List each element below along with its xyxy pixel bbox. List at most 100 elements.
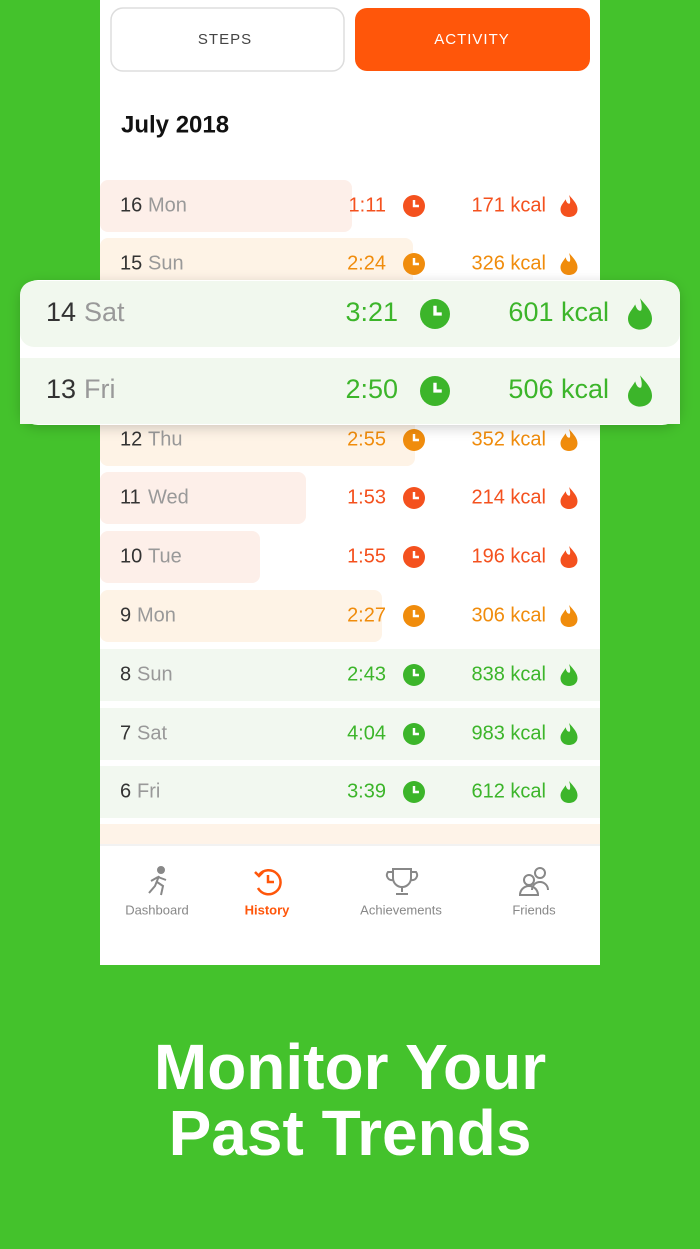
row-bar [100,531,260,583]
weekday: Fri [137,780,160,802]
calories: 612 kcal [472,780,547,802]
calories: 214 kcal [472,486,547,508]
day-number: 16 [120,194,142,216]
row-bar [100,414,415,466]
calories: 326 kcal [472,252,547,274]
weekday: Tue [148,545,182,567]
weekday: Sat [84,297,125,327]
clock-hand [412,550,419,559]
clock-hand [433,305,442,316]
duration: 1:11 [349,194,386,216]
calories: 196 kcal [472,545,547,567]
steps-tab[interactable] [110,7,345,72]
duration: 3:21 [345,297,398,327]
calories: 506 kcal [508,374,609,404]
duration: 1:55 [347,545,386,567]
highlight-card: 14 Sat 3:21 601 kcal 13 Fri 2:50 506 kcal [20,280,680,425]
duration: 2:27 [347,604,386,626]
clock-hand [412,668,419,677]
nav-label[interactable]: History [245,902,291,917]
day-number: 8 [120,663,131,685]
flame-icon [628,298,652,330]
calories: 983 kcal [472,722,547,744]
highlight-row [20,358,680,424]
weekday: Fri [84,374,115,404]
clock-hand [412,433,419,442]
tab-label[interactable]: STEPS [198,31,252,48]
clock-hand [412,199,419,208]
flame-icon [628,375,652,407]
flame-icon [560,545,578,569]
history-icon [254,869,282,896]
calories: 306 kcal [472,604,547,626]
dashboard-icon [148,866,167,896]
duration: 2:55 [347,428,386,450]
row-bar [100,472,306,524]
day-number: 6 [120,780,131,802]
flame-icon [560,428,578,452]
weekday: Sun [148,252,184,274]
calories: 601 kcal [508,297,609,327]
clock-hand [412,257,419,266]
clock-hand [412,727,419,736]
nav-label[interactable]: Dashboard [125,902,189,917]
duration: 2:50 [345,374,398,404]
clock-hand [412,491,419,500]
flame-icon [560,194,578,218]
tagline: Past Trends [169,1097,532,1169]
nav-label[interactable]: Achievements [360,902,442,917]
duration: 1:53 [347,486,386,508]
activity-tab[interactable] [355,8,590,71]
flame-icon [560,486,578,510]
duration: 3:39 [347,780,386,802]
flame-icon [560,722,578,746]
row-bar [100,180,352,232]
day-number: 13 [46,374,76,404]
partial-row [100,824,600,844]
highlight-row [20,281,680,347]
duration: 2:43 [347,663,386,685]
tagline: Monitor Your [154,1031,546,1103]
calories: 352 kcal [472,428,547,450]
day-number: 15 [120,252,142,274]
clock-hand [433,382,442,393]
flame-icon [560,663,578,687]
list: 16 Mon 1:11 171 kcal 15 Sun 2:24 326 kcal 12 Thu 2… [100,180,600,818]
day-number: 14 [46,297,76,327]
tab-label[interactable]: ACTIVITY [434,31,510,48]
day-number: 9 [120,604,131,626]
achievements-icon [385,868,419,895]
clock-hand [412,785,419,794]
duration: 4:04 [347,722,386,744]
flame-icon [560,604,578,628]
clock-hand [412,609,419,618]
calories: 171 kcal [472,194,547,216]
weekday: Sat [137,722,167,744]
day-number: 7 [120,722,131,744]
nav-icons [148,866,549,896]
nav-bar [100,845,600,965]
weekday: Mon [137,604,176,626]
friends-icon [518,867,549,896]
duration: 2:24 [347,252,386,274]
row-bar [100,708,600,760]
weekday: Sun [137,663,173,685]
row-bar [100,766,600,818]
month-title: July 2018 [121,111,229,138]
flame-icon [560,252,578,276]
row-bar [100,649,600,701]
row-bar [100,238,413,290]
weekday: Thu [148,428,182,450]
nav-labels: Dashboard History Achievements Friends [125,902,556,917]
nav-label[interactable]: Friends [512,902,556,917]
day-number: 10 [120,545,142,567]
flame-icon [560,780,578,804]
day-number: 12 [120,428,142,450]
day-number: 11 [120,486,141,508]
weekday: Wed [148,486,189,508]
calories: 838 kcal [472,663,547,685]
row-bar [100,590,382,642]
weekday: Mon [148,194,187,216]
